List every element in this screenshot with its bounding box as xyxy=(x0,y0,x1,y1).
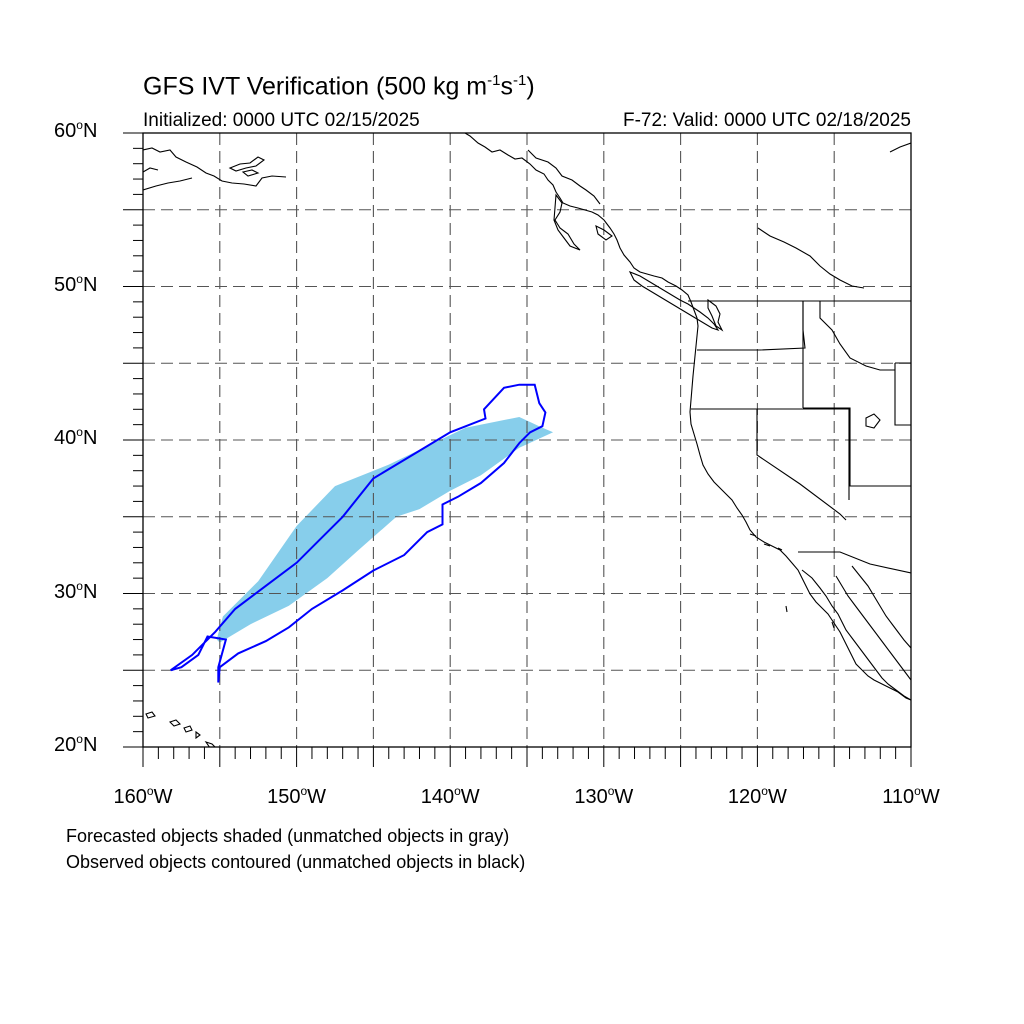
coastline-vancouver-island xyxy=(628,270,720,332)
border-mt-id-north xyxy=(819,301,895,371)
observed-object-contour xyxy=(170,383,547,683)
coastline-aleutian-islands xyxy=(228,156,266,177)
chart-title: GFS IVT Verification (500 kg m-1s-1) xyxy=(143,72,535,101)
observed-object-layer xyxy=(170,383,547,683)
valid-time: F-72: Valid: 0000 UTC 02/18/2025 xyxy=(623,110,911,131)
lat-label: 50oN xyxy=(54,271,98,296)
coastline-baja-california xyxy=(801,569,911,701)
forecast-legend-note: Forecasted objects shaded (unmatched obj… xyxy=(66,826,510,846)
gridlines xyxy=(143,133,911,747)
coastline-alaska-west xyxy=(143,147,287,191)
canada-interior-river xyxy=(757,227,865,289)
forecast-object-shaded xyxy=(216,417,554,643)
border-wy-ut xyxy=(894,362,911,426)
border-id-mt xyxy=(802,301,911,487)
initialized-time: Initialized: 0000 UTC 02/15/2025 xyxy=(143,110,420,131)
coastline-gulf-of-alaska xyxy=(464,133,911,701)
axis-ticks xyxy=(123,132,912,767)
border-us-mexico xyxy=(798,551,911,574)
lon-label: 110oW xyxy=(882,784,940,808)
forecast-object-layer xyxy=(216,417,554,643)
coastline-southeast-alaska-islands xyxy=(527,149,613,251)
lon-label: 120oW xyxy=(727,784,787,808)
lon-label: 130oW xyxy=(574,784,634,808)
lon-label: 140oW xyxy=(420,784,480,808)
border-ca-nv-diagonal xyxy=(756,409,847,521)
lat-label: 40oN xyxy=(54,425,98,449)
great-salt-lake xyxy=(865,413,881,429)
lat-label: 30oN xyxy=(54,578,98,603)
border-wa-or xyxy=(697,301,806,351)
canada-top-right-coast xyxy=(889,142,911,153)
hawaii-islands xyxy=(145,711,216,747)
border-or-ca-nv xyxy=(691,408,850,500)
coastline-puget-sound xyxy=(707,298,724,332)
lat-label: 60oN xyxy=(54,118,98,142)
channel-islands xyxy=(749,533,835,629)
coastlines-borders xyxy=(143,133,911,747)
observed-legend-note: Observed objects contoured (unmatched ob… xyxy=(66,852,526,872)
lon-label: 160oW xyxy=(113,784,173,808)
lon-label: 150oW xyxy=(267,784,327,808)
coastline-mexico-mainland xyxy=(851,565,911,649)
lat-label: 20oN xyxy=(54,732,98,756)
